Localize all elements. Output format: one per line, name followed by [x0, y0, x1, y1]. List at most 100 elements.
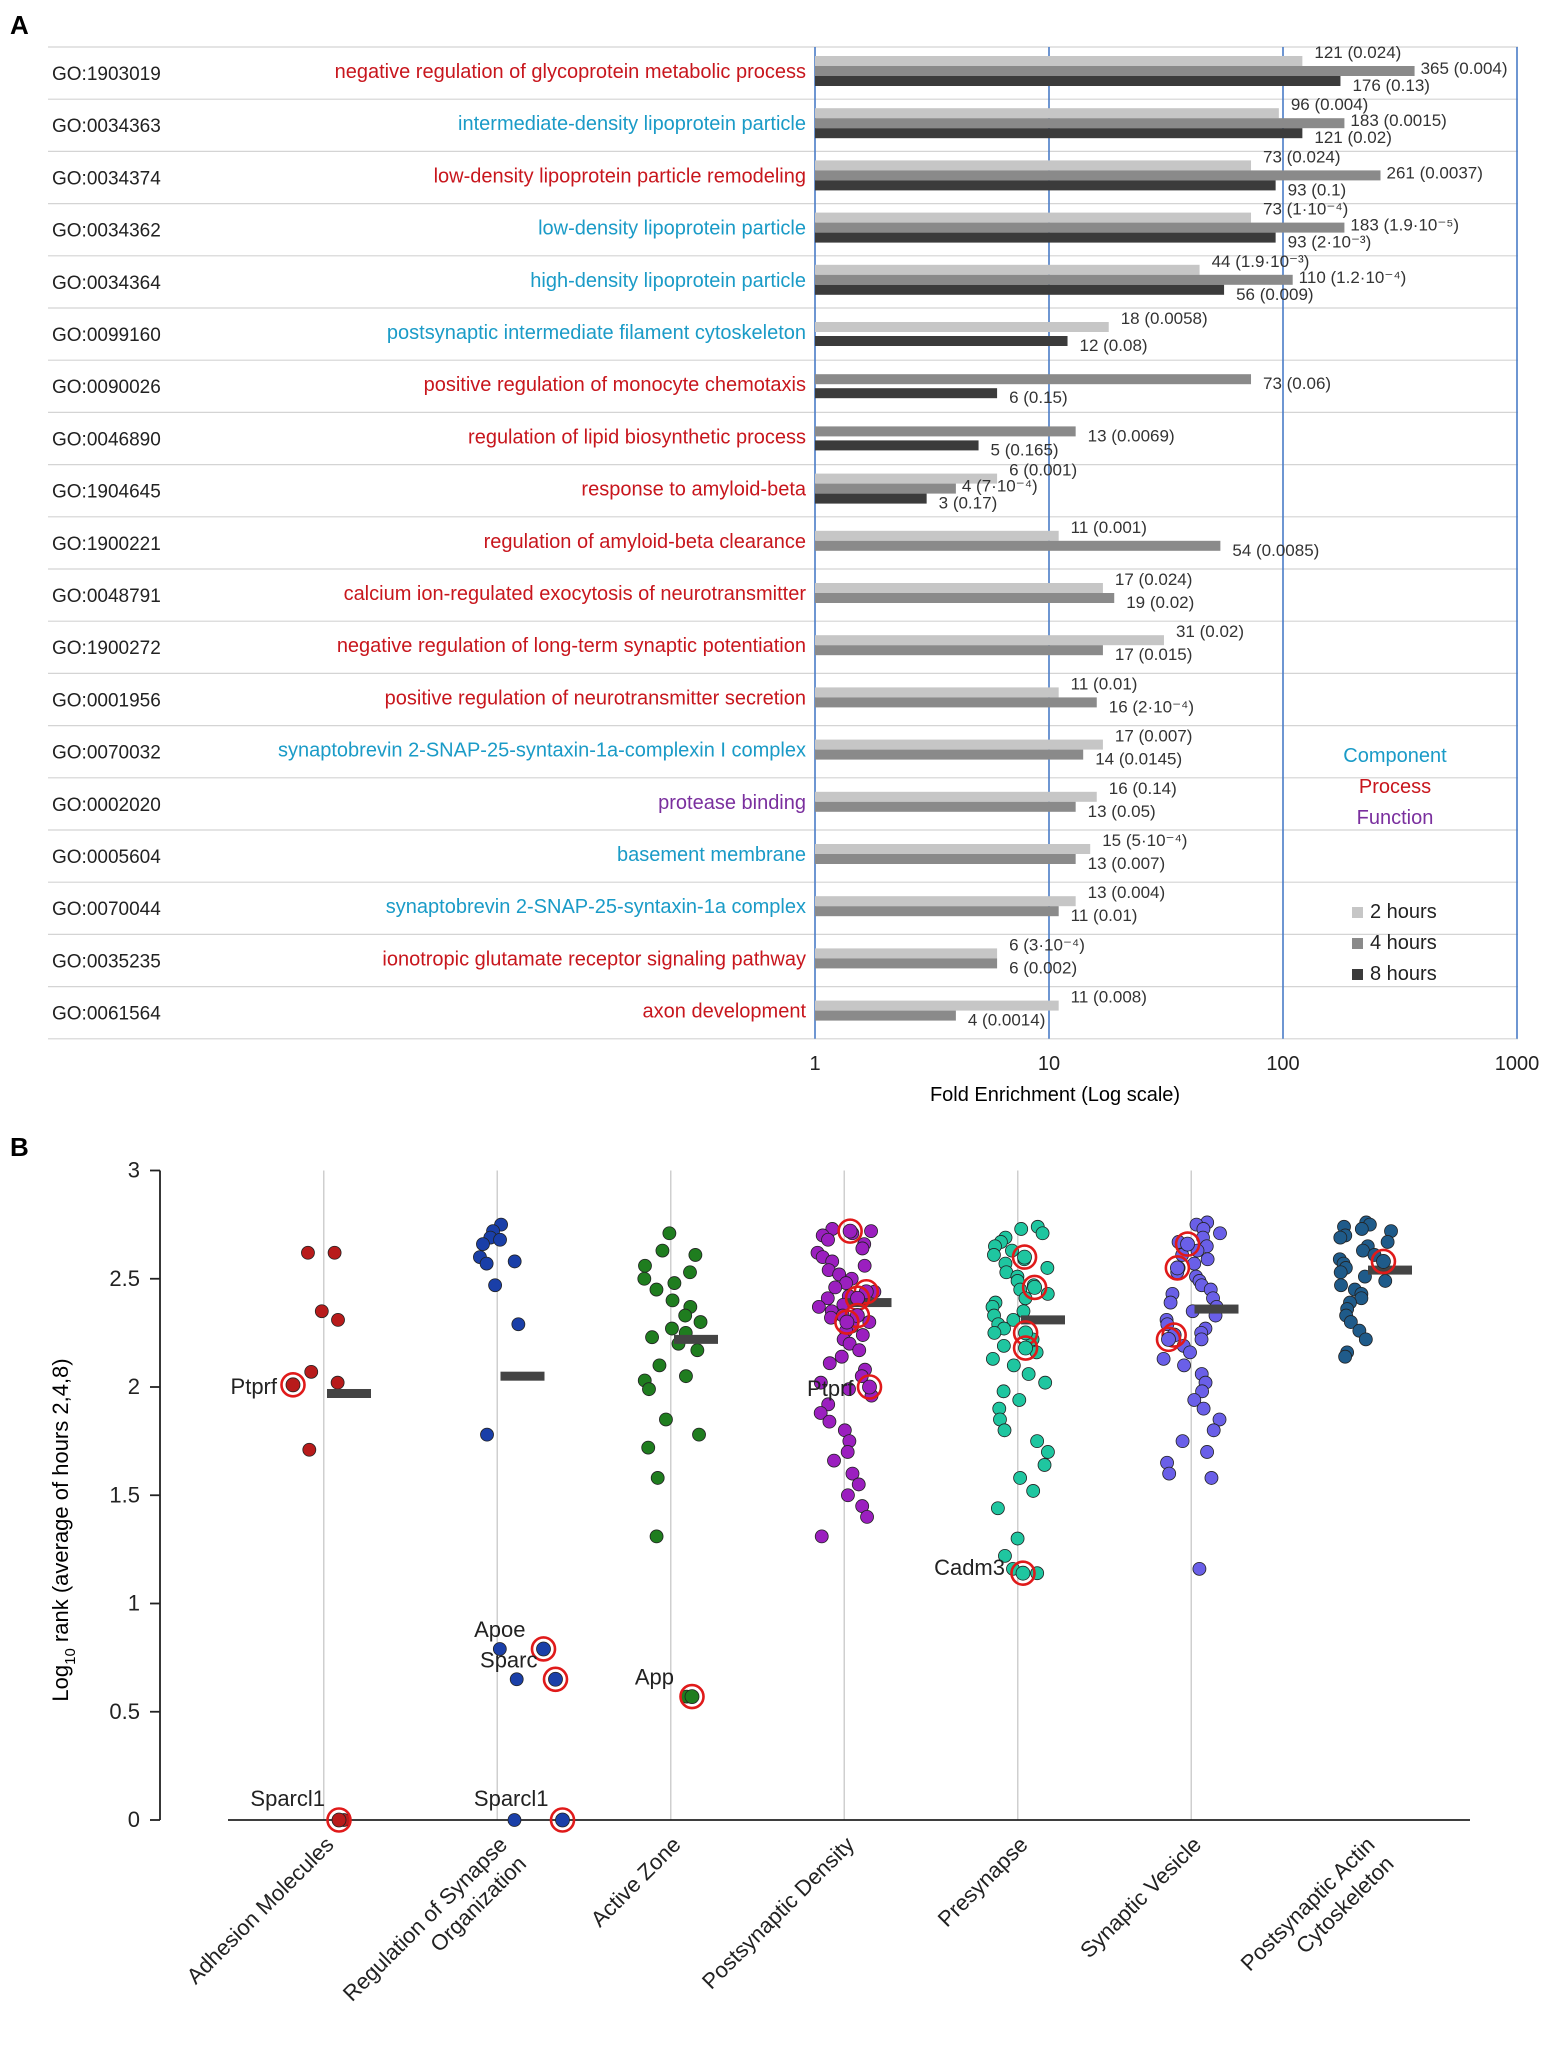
data-point [1195, 1384, 1209, 1399]
data-point [998, 1548, 1012, 1563]
bar-data-label: 365 (0.004) [1421, 59, 1508, 78]
legend-series-h4: 4 hours [1370, 932, 1437, 954]
panel-a: A GO:1903019 negative regulation of glyco… [10, 10, 1539, 1106]
panel-a-label: A [10, 10, 29, 40]
highlighted-point [1027, 1280, 1043, 1295]
bar-data-label: 3 (0.17) [939, 494, 998, 513]
data-point [638, 1258, 652, 1273]
data-point [860, 1510, 874, 1524]
highlighted-point [331, 1812, 347, 1828]
category-label-line: Presynapse [933, 1832, 1033, 1932]
highlight-ring [1021, 1274, 1048, 1301]
go-row: GO:0001956 positive regulation of neurotr… [52, 674, 1194, 716]
y-tick-label: 2.5 [109, 1266, 140, 1291]
data-point [845, 1466, 860, 1481]
data-point [1212, 1412, 1227, 1427]
x-tick-label: 100 [1266, 1053, 1299, 1075]
legend-swatch-h4 [1352, 938, 1363, 949]
bar-data-label: 73 (1·10⁻⁴) [1263, 200, 1348, 219]
bar-data-label: 13 (0.05) [1088, 802, 1156, 821]
data-point [1196, 1401, 1211, 1416]
bar-h2 [815, 473, 998, 484]
highlighted-point [285, 1377, 301, 1393]
go-row: GO:1903019 negative regulation of glycopr… [52, 43, 1508, 95]
data-point [1358, 1332, 1373, 1347]
bar-h4 [815, 906, 1059, 917]
bar-h8 [815, 76, 1341, 86]
data-point [331, 1312, 345, 1327]
data-point [652, 1358, 667, 1373]
data-point [488, 1278, 503, 1293]
go-row: GO:1904645 response to amyloid-beta 6 (0.0… [52, 461, 1077, 513]
highlight-ring [834, 1309, 860, 1335]
bar-data-label: 17 (0.024) [1115, 570, 1193, 589]
bar-data-label: 121 (0.024) [1314, 43, 1401, 62]
highlight-label: Apoe [474, 1617, 525, 1642]
data-point [842, 1336, 857, 1351]
highlight-ring [1164, 1255, 1191, 1281]
highlight-label: App [635, 1665, 674, 1690]
bar-data-label: 18 (0.0058) [1121, 309, 1208, 328]
data-point [1380, 1235, 1395, 1249]
bar-h2 [815, 160, 1252, 171]
go-row: GO:0070044 synaptobrevin 2-SNAP-25-syntax… [52, 883, 1165, 925]
bar-data-label: 13 (0.007) [1088, 854, 1166, 873]
data-point [649, 1529, 664, 1544]
highlighted-point [555, 1812, 570, 1828]
group-5 [1155, 1215, 1239, 1576]
go-row: GO:0005604 basement membrane 15 (5·10⁻⁴) 13… [52, 831, 1187, 873]
highlight-label: Ptprf [231, 1374, 278, 1399]
bar-data-label: 6 (3·10⁻⁴) [1009, 935, 1085, 954]
bar-h4 [815, 958, 998, 969]
bar-data-label: 19 (0.02) [1126, 593, 1194, 612]
bar-h4 [815, 801, 1076, 812]
bar-h2 [815, 56, 1303, 66]
bar-h4 [815, 1010, 956, 1021]
legend-swatch-h8 [1352, 969, 1363, 980]
category-label-line: Active Zone [586, 1832, 686, 1932]
go-term: postsynaptic intermediate filament cytos… [387, 322, 806, 344]
data-point [1333, 1230, 1348, 1245]
go-row: GO:0090026 positive regulation of monocyt… [52, 374, 1331, 407]
group-4: Cadm3 [934, 1219, 1065, 1586]
data-point [990, 1501, 1005, 1516]
bar-h4 [815, 854, 1076, 864]
highlighted-point [862, 1379, 877, 1395]
data-point [641, 1440, 656, 1455]
data-point [1010, 1531, 1025, 1546]
bar-h8 [815, 388, 998, 399]
panel-a-gridlines [48, 46, 1518, 1040]
data-point [813, 1406, 828, 1420]
go-row: GO:0046890 regulation of lipid biosynthet… [52, 426, 1175, 459]
data-point [327, 1245, 342, 1260]
highlight-label: Sparcl1 [474, 1786, 549, 1811]
highlight-ring [549, 1807, 576, 1833]
bar-h4 [815, 749, 1084, 760]
data-point [1040, 1261, 1055, 1275]
data-point [1354, 1222, 1369, 1236]
bar-h2 [815, 530, 1059, 541]
go-id: GO:0070032 [52, 743, 161, 764]
y-tick-label: 0 [128, 1807, 140, 1832]
group-0: Ptprf Sparcl1 [231, 1245, 371, 1833]
data-point [492, 1642, 507, 1656]
go-row: GO:0034364 high-density lipoprotein parti… [52, 252, 1406, 304]
data-point [852, 1343, 867, 1358]
go-id: GO:0034362 [52, 221, 161, 242]
data-point [1006, 1358, 1021, 1373]
highlight-ring [1011, 1244, 1038, 1270]
go-row: GO:0034363 intermediate-density lipoprote… [52, 95, 1447, 147]
bar-data-label: 44 (1.9·10⁻³) [1212, 252, 1310, 271]
data-point [665, 1293, 680, 1308]
data-point [813, 1375, 828, 1390]
panel-b-points: Ptprf Sparcl1 Apoe Sparc Sparcl1 App Ptprf Cadm… [231, 1215, 1412, 1833]
go-id: GO:1900272 [52, 638, 161, 659]
data-point [1213, 1226, 1227, 1241]
bar-data-label: 14 (0.0145) [1095, 750, 1182, 769]
category-label: Postsynaptic ActinCytoskeleton [1236, 1832, 1399, 1995]
go-id: GO:0034364 [52, 273, 161, 294]
bar-data-label: 183 (1.9·10⁻⁵) [1350, 216, 1459, 235]
go-id: GO:1903019 [52, 64, 161, 85]
x-tick-label: 1 [809, 1053, 820, 1075]
bar-h4 [815, 540, 1221, 551]
